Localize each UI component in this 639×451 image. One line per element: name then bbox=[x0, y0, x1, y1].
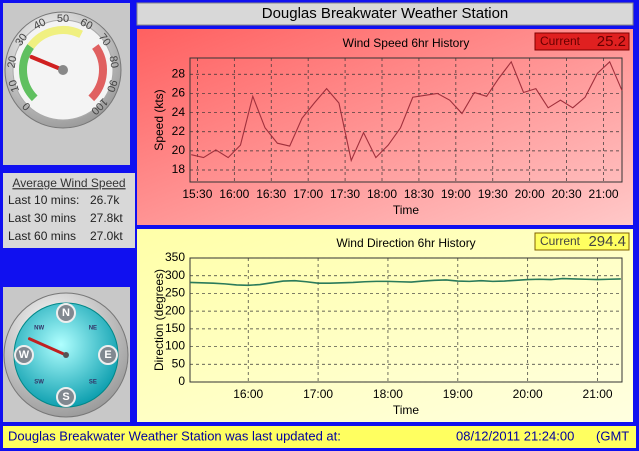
station-title: Douglas Breakwater Weather Station bbox=[262, 5, 509, 22]
x-axis-label: Time bbox=[393, 203, 420, 217]
compass-label: NW bbox=[34, 326, 44, 332]
y-tick-label: 24 bbox=[172, 105, 186, 119]
x-tick-label: 17:00 bbox=[303, 387, 333, 401]
x-tick-label: 18:30 bbox=[404, 187, 434, 201]
y-tick-label: 250 bbox=[165, 286, 185, 300]
y-tick-label: 20 bbox=[172, 143, 186, 157]
y-tick-label: 150 bbox=[165, 321, 185, 335]
current-value: 25.2 bbox=[597, 33, 626, 50]
y-tick-label: 0 bbox=[178, 374, 185, 388]
gauge-needle bbox=[29, 54, 65, 72]
gauge-label: 90 bbox=[104, 78, 119, 93]
footer-text: Douglas Breakwater Weather Station was l… bbox=[8, 428, 341, 443]
y-axis-label: Direction (degrees) bbox=[152, 269, 166, 371]
compass-label: N bbox=[62, 307, 70, 319]
gauge-label: 50 bbox=[57, 13, 69, 25]
x-tick-label: 17:00 bbox=[293, 187, 323, 201]
current-box bbox=[534, 32, 630, 51]
y-tick-label: 26 bbox=[172, 86, 186, 100]
y-tick-label: 28 bbox=[172, 66, 186, 80]
x-tick-label: 18:00 bbox=[367, 187, 397, 201]
x-tick-label: 16:00 bbox=[233, 387, 263, 401]
current-label: Current bbox=[540, 34, 581, 48]
compass-needle bbox=[27, 337, 68, 357]
x-tick-label: 20:00 bbox=[513, 387, 543, 401]
x-tick-label: 20:30 bbox=[552, 187, 582, 201]
compass-label: E bbox=[104, 349, 111, 361]
average-value: 27.0kt bbox=[90, 229, 123, 243]
gauge-label: 60 bbox=[78, 16, 94, 32]
compass-label: NE bbox=[89, 326, 97, 332]
y-axis-label: Speed (kts) bbox=[152, 89, 166, 150]
gauge-label: 30 bbox=[13, 31, 30, 48]
x-tick-label: 15:30 bbox=[182, 187, 212, 201]
gauge-label: 80 bbox=[107, 55, 121, 69]
footer-zone: (GMT bbox=[596, 428, 629, 443]
compass-knob bbox=[56, 303, 76, 323]
gauge-label: 40 bbox=[32, 16, 48, 32]
y-tick-label: 18 bbox=[172, 162, 186, 176]
average-label: Last 30 mins bbox=[8, 211, 76, 225]
plot-frame bbox=[189, 57, 623, 183]
x-tick-label: 17:30 bbox=[330, 187, 360, 201]
y-tick-label: 350 bbox=[165, 250, 185, 264]
y-tick-label: 50 bbox=[172, 356, 186, 370]
series-line bbox=[189, 277, 621, 287]
gauge-hub bbox=[58, 65, 68, 75]
average-value: 27.8kt bbox=[90, 211, 123, 225]
compass-knob bbox=[14, 345, 34, 365]
x-tick-label: 16:00 bbox=[219, 187, 249, 201]
footer-timestamp: 08/12/2011 21:24:00 bbox=[456, 428, 574, 443]
average-label: Last 10 mins: bbox=[8, 193, 79, 207]
compass-knob bbox=[56, 387, 76, 407]
average-label: Last 60 mins bbox=[8, 229, 76, 243]
average-title: Average Wind Speed bbox=[12, 176, 125, 190]
y-tick-label: 100 bbox=[165, 339, 185, 353]
speed-panel bbox=[137, 29, 633, 225]
current-label: Current bbox=[540, 234, 581, 248]
series-line bbox=[191, 60, 623, 163]
y-tick-label: 200 bbox=[165, 303, 185, 317]
chart-title: Wind Speed 6hr History bbox=[343, 36, 470, 50]
y-tick-label: 300 bbox=[165, 268, 185, 282]
x-tick-label: 16:30 bbox=[256, 187, 286, 201]
compass-label: W bbox=[19, 349, 30, 361]
compass-hub bbox=[63, 352, 69, 358]
current-box bbox=[534, 232, 630, 251]
gauge-zone bbox=[88, 44, 107, 102]
average-panel bbox=[3, 173, 135, 248]
gauge-label: 10 bbox=[7, 78, 22, 93]
x-tick-label: 21:00 bbox=[589, 187, 619, 201]
average-value: 26.7k bbox=[90, 193, 120, 207]
compass-label: SE bbox=[89, 379, 97, 385]
compass-label: SW bbox=[34, 379, 44, 385]
footer-bar bbox=[3, 426, 636, 448]
gauge-label: 20 bbox=[6, 55, 20, 69]
x-tick-label: 21:00 bbox=[583, 387, 613, 401]
x-tick-label: 19:00 bbox=[441, 187, 471, 201]
title-bar bbox=[136, 2, 634, 26]
current-value: 294.4 bbox=[588, 233, 626, 250]
gauge-zone bbox=[27, 26, 83, 49]
x-tick-label: 19:30 bbox=[478, 187, 508, 201]
direction-panel bbox=[137, 229, 633, 422]
x-axis-label: Time bbox=[393, 403, 420, 417]
y-tick-label: 22 bbox=[172, 124, 186, 138]
chart-title: Wind Direction 6hr History bbox=[336, 236, 475, 250]
x-tick-label: 18:00 bbox=[373, 387, 403, 401]
x-tick-label: 19:00 bbox=[443, 387, 473, 401]
compass-label: S bbox=[62, 391, 69, 403]
compass-knob bbox=[98, 345, 118, 365]
gauge-zone bbox=[19, 44, 38, 102]
gauge-label: 70 bbox=[96, 31, 113, 48]
x-tick-label: 20:00 bbox=[515, 187, 545, 201]
